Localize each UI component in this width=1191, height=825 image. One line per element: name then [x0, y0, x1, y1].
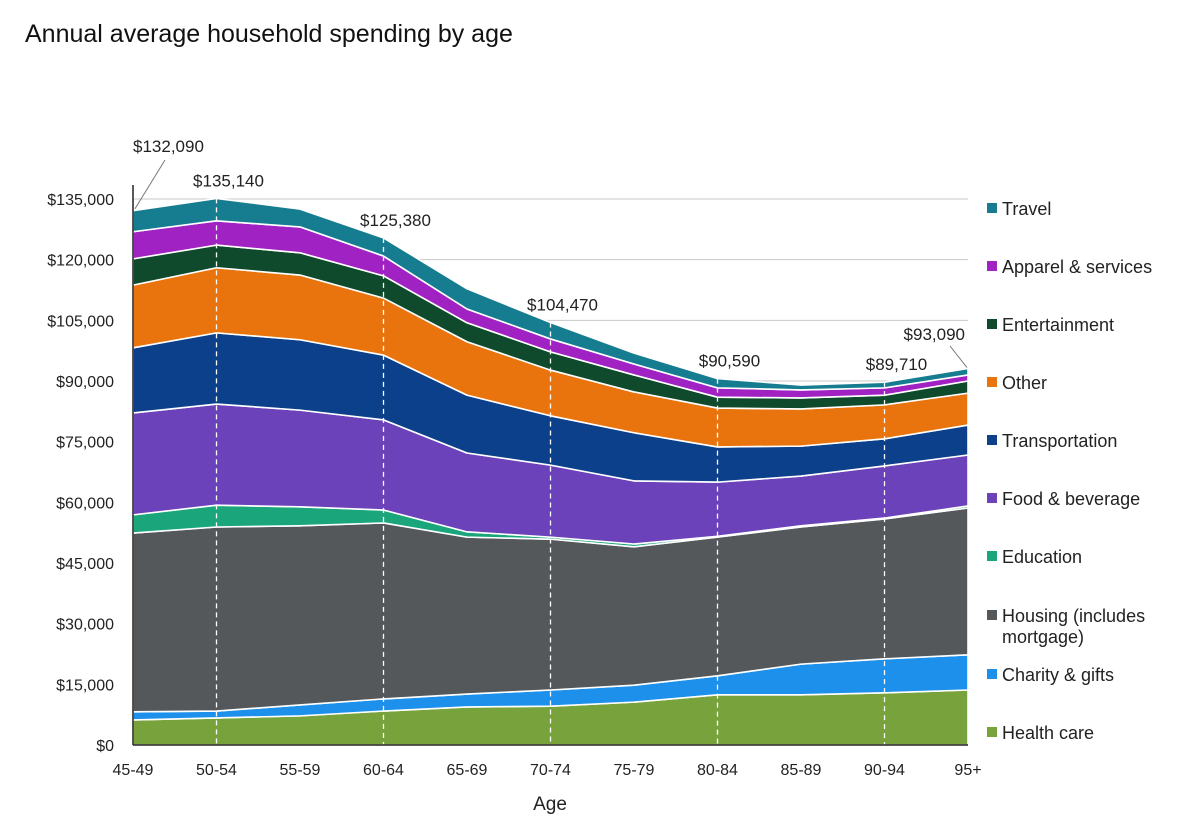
x-tick-label: 75-79	[614, 762, 655, 779]
legend-label: Apparel & services	[1002, 257, 1152, 277]
x-tick-label: 50-54	[196, 762, 237, 779]
y-tick-label: $75,000	[56, 435, 114, 452]
legend-label: Charity & gifts	[1002, 665, 1114, 685]
legend-item: Education	[987, 547, 1082, 567]
x-axis-label: Age	[533, 794, 567, 815]
total-annotation: $90,590	[699, 352, 760, 371]
legend-item: Apparel & services	[987, 257, 1152, 277]
legend-swatch	[987, 493, 997, 503]
legend-swatch	[987, 377, 997, 387]
x-tick-label: 45-49	[113, 762, 154, 779]
legend-label: mortgage)	[1002, 627, 1084, 647]
y-tick-label: $15,000	[56, 677, 114, 694]
legend-label: Entertainment	[1002, 315, 1114, 335]
x-tick-label: 85-89	[781, 762, 822, 779]
legend-item: Travel	[987, 199, 1051, 219]
y-tick-label: $0	[96, 738, 114, 755]
legend-label: Food & beverage	[1002, 489, 1140, 509]
legend-swatch	[987, 551, 997, 561]
legend-item: Transportation	[987, 431, 1117, 451]
y-tick-label: $60,000	[56, 495, 114, 512]
x-tick-label: 65-69	[447, 762, 488, 779]
legend-label: Education	[1002, 547, 1082, 567]
legend-swatch	[987, 727, 997, 737]
x-tick-label: 55-59	[280, 762, 321, 779]
total-annotation: $132,090	[133, 137, 204, 156]
y-tick-label: $135,000	[47, 192, 114, 209]
x-tick-label: 80-84	[697, 762, 738, 779]
y-tick-label: $105,000	[47, 313, 114, 330]
legend-swatch	[987, 669, 997, 679]
legend-label: Travel	[1002, 199, 1051, 219]
y-tick-label: $30,000	[56, 617, 114, 634]
annotation-leader-line	[949, 345, 968, 368]
legend-label: Other	[1002, 373, 1047, 393]
x-tick-label: 70-74	[530, 762, 571, 779]
legend-item: Food & beverage	[987, 489, 1140, 509]
legend-swatch	[987, 610, 997, 620]
legend-swatch	[987, 435, 997, 445]
total-annotation: $135,140	[193, 171, 264, 190]
x-tick-label: 90-94	[864, 762, 905, 779]
x-tick-label: 60-64	[363, 762, 404, 779]
y-tick-label: $90,000	[56, 374, 114, 391]
total-annotation: $89,710	[866, 355, 927, 374]
legend-swatch	[987, 261, 997, 271]
chart-title: Annual average household spending by age	[25, 20, 513, 48]
legend-swatch	[987, 319, 997, 329]
y-tick-label: $120,000	[47, 253, 114, 270]
legend-swatch	[987, 203, 997, 213]
total-annotation: $93,090	[904, 325, 965, 344]
legend-label: Health care	[1002, 723, 1094, 743]
y-tick-label: $45,000	[56, 556, 114, 573]
legend-item: Charity & gifts	[987, 665, 1114, 685]
annotation-leader-line	[134, 159, 166, 210]
legend-label: Housing (includes	[1002, 606, 1145, 626]
total-annotation: $104,470	[527, 295, 598, 314]
legend-label: Transportation	[1002, 431, 1117, 451]
legend-item: Other	[987, 373, 1047, 393]
x-tick-label: 95+	[954, 762, 981, 779]
total-annotation: $125,380	[360, 211, 431, 230]
legend-item: Health care	[987, 723, 1094, 743]
legend-item: Entertainment	[987, 315, 1114, 335]
